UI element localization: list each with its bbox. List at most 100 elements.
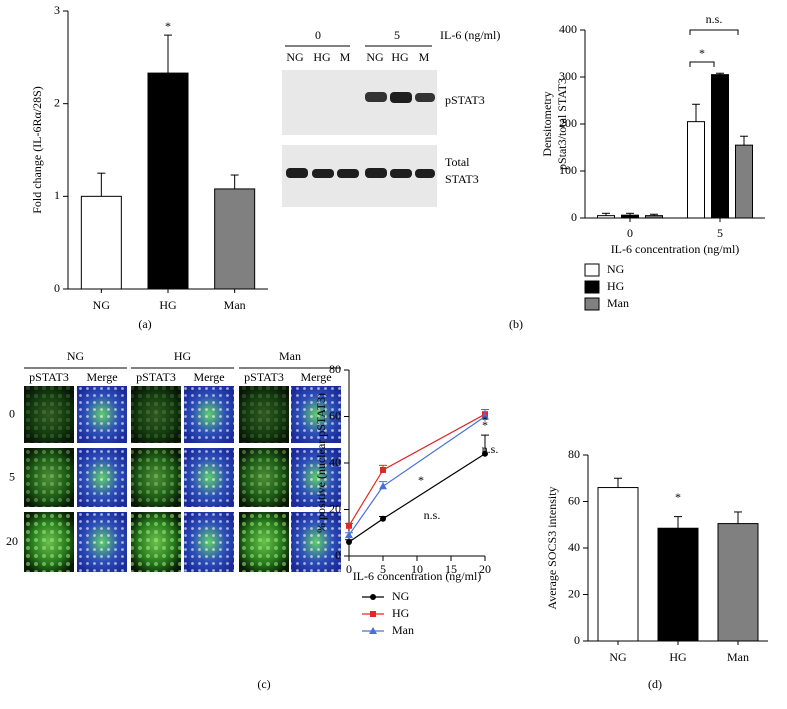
x-tick-label: NG [93, 298, 111, 312]
marker [370, 594, 376, 600]
x-tick-label: 10 [411, 562, 423, 576]
marker [369, 627, 377, 634]
micrograph-nuclei [131, 512, 181, 572]
channel-label: Merge [193, 370, 224, 384]
dose-row-label: 0 [9, 406, 15, 420]
x-tick-label: 0 [627, 226, 633, 240]
x-tick-label: Man [727, 650, 749, 664]
legend-label: Man [392, 623, 414, 637]
group-label: NG [67, 349, 85, 363]
micrograph-nuclei [291, 448, 341, 507]
marker [370, 611, 376, 617]
bar [621, 214, 639, 219]
group-label: HG [174, 349, 192, 363]
y-tick-label: 0 [335, 548, 341, 562]
group-label: Man [279, 349, 301, 363]
micrograph-nuclei [239, 448, 289, 507]
channel-label: pSTAT3 [29, 370, 69, 384]
y-tick-label: 40 [568, 540, 580, 554]
micrograph-nuclei [239, 512, 289, 572]
dose-unit: IL-6 (ng/ml) [440, 28, 500, 42]
bar [597, 487, 639, 642]
lane-label: M [340, 50, 351, 64]
x-tick-label: 15 [445, 562, 457, 576]
channel-label: Merge [86, 370, 117, 384]
y-tick-label: 20 [329, 501, 341, 515]
marker [481, 412, 489, 420]
y-axis-label: pStat3/total STAT3 [555, 78, 569, 170]
y-tick-label: 100 [559, 163, 577, 177]
legend-label: HG [607, 279, 625, 293]
y-tick-label: 1 [54, 188, 60, 202]
y-axis-label: Fold change (IL-6Rα/28S) [30, 86, 44, 214]
bar [645, 215, 663, 219]
x-tick-label: HG [159, 298, 177, 312]
blot-row-label: pSTAT3 [445, 93, 485, 107]
micrograph-nuclei [184, 512, 234, 572]
micrograph-nuclei [291, 386, 341, 443]
legend-swatch [584, 263, 600, 277]
marker [379, 482, 387, 490]
bar [80, 195, 122, 290]
panel-label: (b) [509, 317, 523, 331]
micrograph-nuclei [24, 386, 74, 443]
x-tick-label: 20 [479, 562, 491, 576]
annotation: * [165, 19, 171, 33]
x-tick-label: HG [669, 650, 687, 664]
micrograph-nuclei [239, 386, 289, 443]
blot-row-label: Total [445, 155, 470, 169]
bar [147, 72, 189, 290]
micrograph-nuclei [24, 448, 74, 507]
annotation: n.s. [482, 442, 499, 456]
dose-row-label: 20 [6, 534, 18, 548]
lane-label: M [419, 50, 430, 64]
dose-label: 5 [394, 28, 400, 42]
legend-swatch [584, 297, 600, 311]
bar [711, 74, 729, 219]
x-axis-label: IL-6 concentration (ng/ml) [611, 242, 740, 256]
y-tick-label: 0 [574, 633, 580, 647]
legend-label: Man [607, 296, 629, 310]
x-tick-label: Man [224, 298, 246, 312]
x-tick-label: 5 [380, 562, 386, 576]
bar [687, 121, 705, 219]
significance-bracket [689, 29, 739, 35]
lane-label: NG [366, 50, 384, 64]
y-axis-label: Densitometry [540, 91, 554, 156]
legend-label: NG [607, 262, 625, 276]
bar [657, 527, 699, 642]
micrograph-nuclei [77, 512, 127, 572]
blot-bands [286, 92, 435, 178]
lane-label: HG [313, 50, 331, 64]
legend-label: NG [392, 589, 410, 603]
annotation: * [482, 413, 488, 427]
y-axis-label: Average SOCS3 intensity [545, 486, 559, 609]
series-line [348, 453, 486, 543]
lane-label: NG [286, 50, 304, 64]
marker [345, 531, 353, 539]
panel-label: (c) [257, 677, 270, 691]
y-tick-label: 20 [568, 586, 580, 600]
dose-row-label: 5 [9, 469, 15, 483]
y-tick-label: 2 [54, 95, 60, 109]
annotation: * [482, 418, 488, 432]
channel-label: Merge [300, 370, 331, 384]
y-tick-label: 300 [559, 69, 577, 83]
y-tick-label: 40 [329, 455, 341, 469]
panel-label: (d) [648, 677, 662, 691]
micrograph-nuclei [131, 386, 181, 443]
y-tick-label: 60 [568, 493, 580, 507]
blot-row-label: STAT3 [445, 172, 479, 186]
bar [597, 215, 615, 219]
channel-label: pSTAT3 [244, 370, 284, 384]
micrograph-nuclei [184, 448, 234, 507]
series-line [348, 416, 486, 536]
micrograph-nuclei [184, 386, 234, 443]
bar [214, 188, 256, 290]
micrograph-nuclei [291, 512, 341, 572]
marker [346, 522, 352, 529]
micrograph-nuclei [24, 512, 74, 572]
